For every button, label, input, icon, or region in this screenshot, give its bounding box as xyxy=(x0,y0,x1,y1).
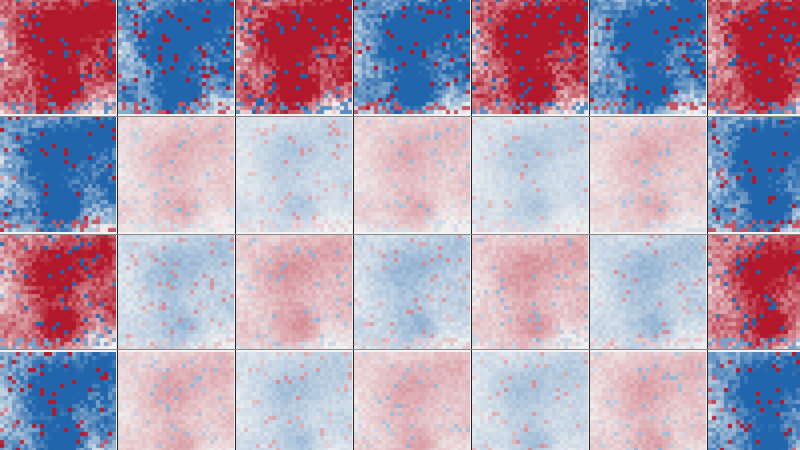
column-divider xyxy=(589,0,590,450)
heatmap-tile xyxy=(0,116,116,232)
heatmap-tile xyxy=(118,352,234,450)
heatmap-tile xyxy=(472,116,588,232)
heatmap-image xyxy=(236,116,352,232)
heatmap-tile xyxy=(236,234,352,350)
heatmap-tile xyxy=(708,116,800,232)
heatmap-image xyxy=(236,0,352,114)
heatmap-tile xyxy=(708,0,800,114)
heatmap-tile xyxy=(590,116,706,232)
heatmap-image xyxy=(472,352,588,450)
heatmap-image xyxy=(708,234,800,350)
heatmap-image xyxy=(708,0,800,114)
heatmap-tile xyxy=(0,0,116,114)
heatmap-tile xyxy=(472,352,588,450)
heatmap-image xyxy=(118,234,234,350)
heatmap-tile xyxy=(590,0,706,114)
heatmap-image xyxy=(118,352,234,450)
row-divider xyxy=(0,116,800,117)
column-divider xyxy=(353,0,354,450)
heatmap-image xyxy=(236,352,352,450)
heatmap-tile xyxy=(236,352,352,450)
heatmap-tile xyxy=(708,234,800,350)
column-divider xyxy=(235,0,236,450)
column-divider xyxy=(471,0,472,450)
heatmap-image xyxy=(118,0,234,114)
heatmap-image xyxy=(590,116,706,232)
heatmap-tile xyxy=(590,352,706,450)
heatmap-image xyxy=(354,0,470,114)
heatmap-image xyxy=(590,352,706,450)
heatmap-tile xyxy=(354,234,470,350)
heatmap-image xyxy=(708,116,800,232)
heatmap-image xyxy=(0,0,116,114)
column-divider xyxy=(707,0,708,450)
heatmap-image xyxy=(590,234,706,350)
heatmap-tile xyxy=(472,234,588,350)
row-divider xyxy=(0,349,800,350)
heatmap-image xyxy=(590,0,706,114)
heatmap-image xyxy=(472,116,588,232)
heatmap-image xyxy=(472,234,588,350)
heatmap-image xyxy=(354,116,470,232)
heatmap-tile xyxy=(590,234,706,350)
heatmap-tile xyxy=(0,352,116,450)
heatmap-image xyxy=(236,234,352,350)
heatmap-tile xyxy=(472,0,588,114)
heatmap-tile xyxy=(708,352,800,450)
heatmap-image xyxy=(472,0,588,114)
heatmap-tile xyxy=(236,116,352,232)
heatmap-image xyxy=(0,352,116,450)
heatmap-tile xyxy=(118,116,234,232)
row-divider xyxy=(0,234,800,235)
heatmap-image xyxy=(354,234,470,350)
column-divider xyxy=(117,0,118,450)
heatmap-tile xyxy=(118,234,234,350)
heatmap-image xyxy=(708,352,800,450)
heatmap-image xyxy=(0,234,116,350)
heatmap-tile xyxy=(118,0,234,114)
heatmap-image xyxy=(354,352,470,450)
heatmap-image xyxy=(0,116,116,232)
heatmap-tile xyxy=(0,234,116,350)
heatmap-tile xyxy=(354,116,470,232)
heatmap-tile xyxy=(354,352,470,450)
heatmap-tile xyxy=(354,0,470,114)
heatmap-image xyxy=(118,116,234,232)
heatmap-tile xyxy=(236,0,352,114)
